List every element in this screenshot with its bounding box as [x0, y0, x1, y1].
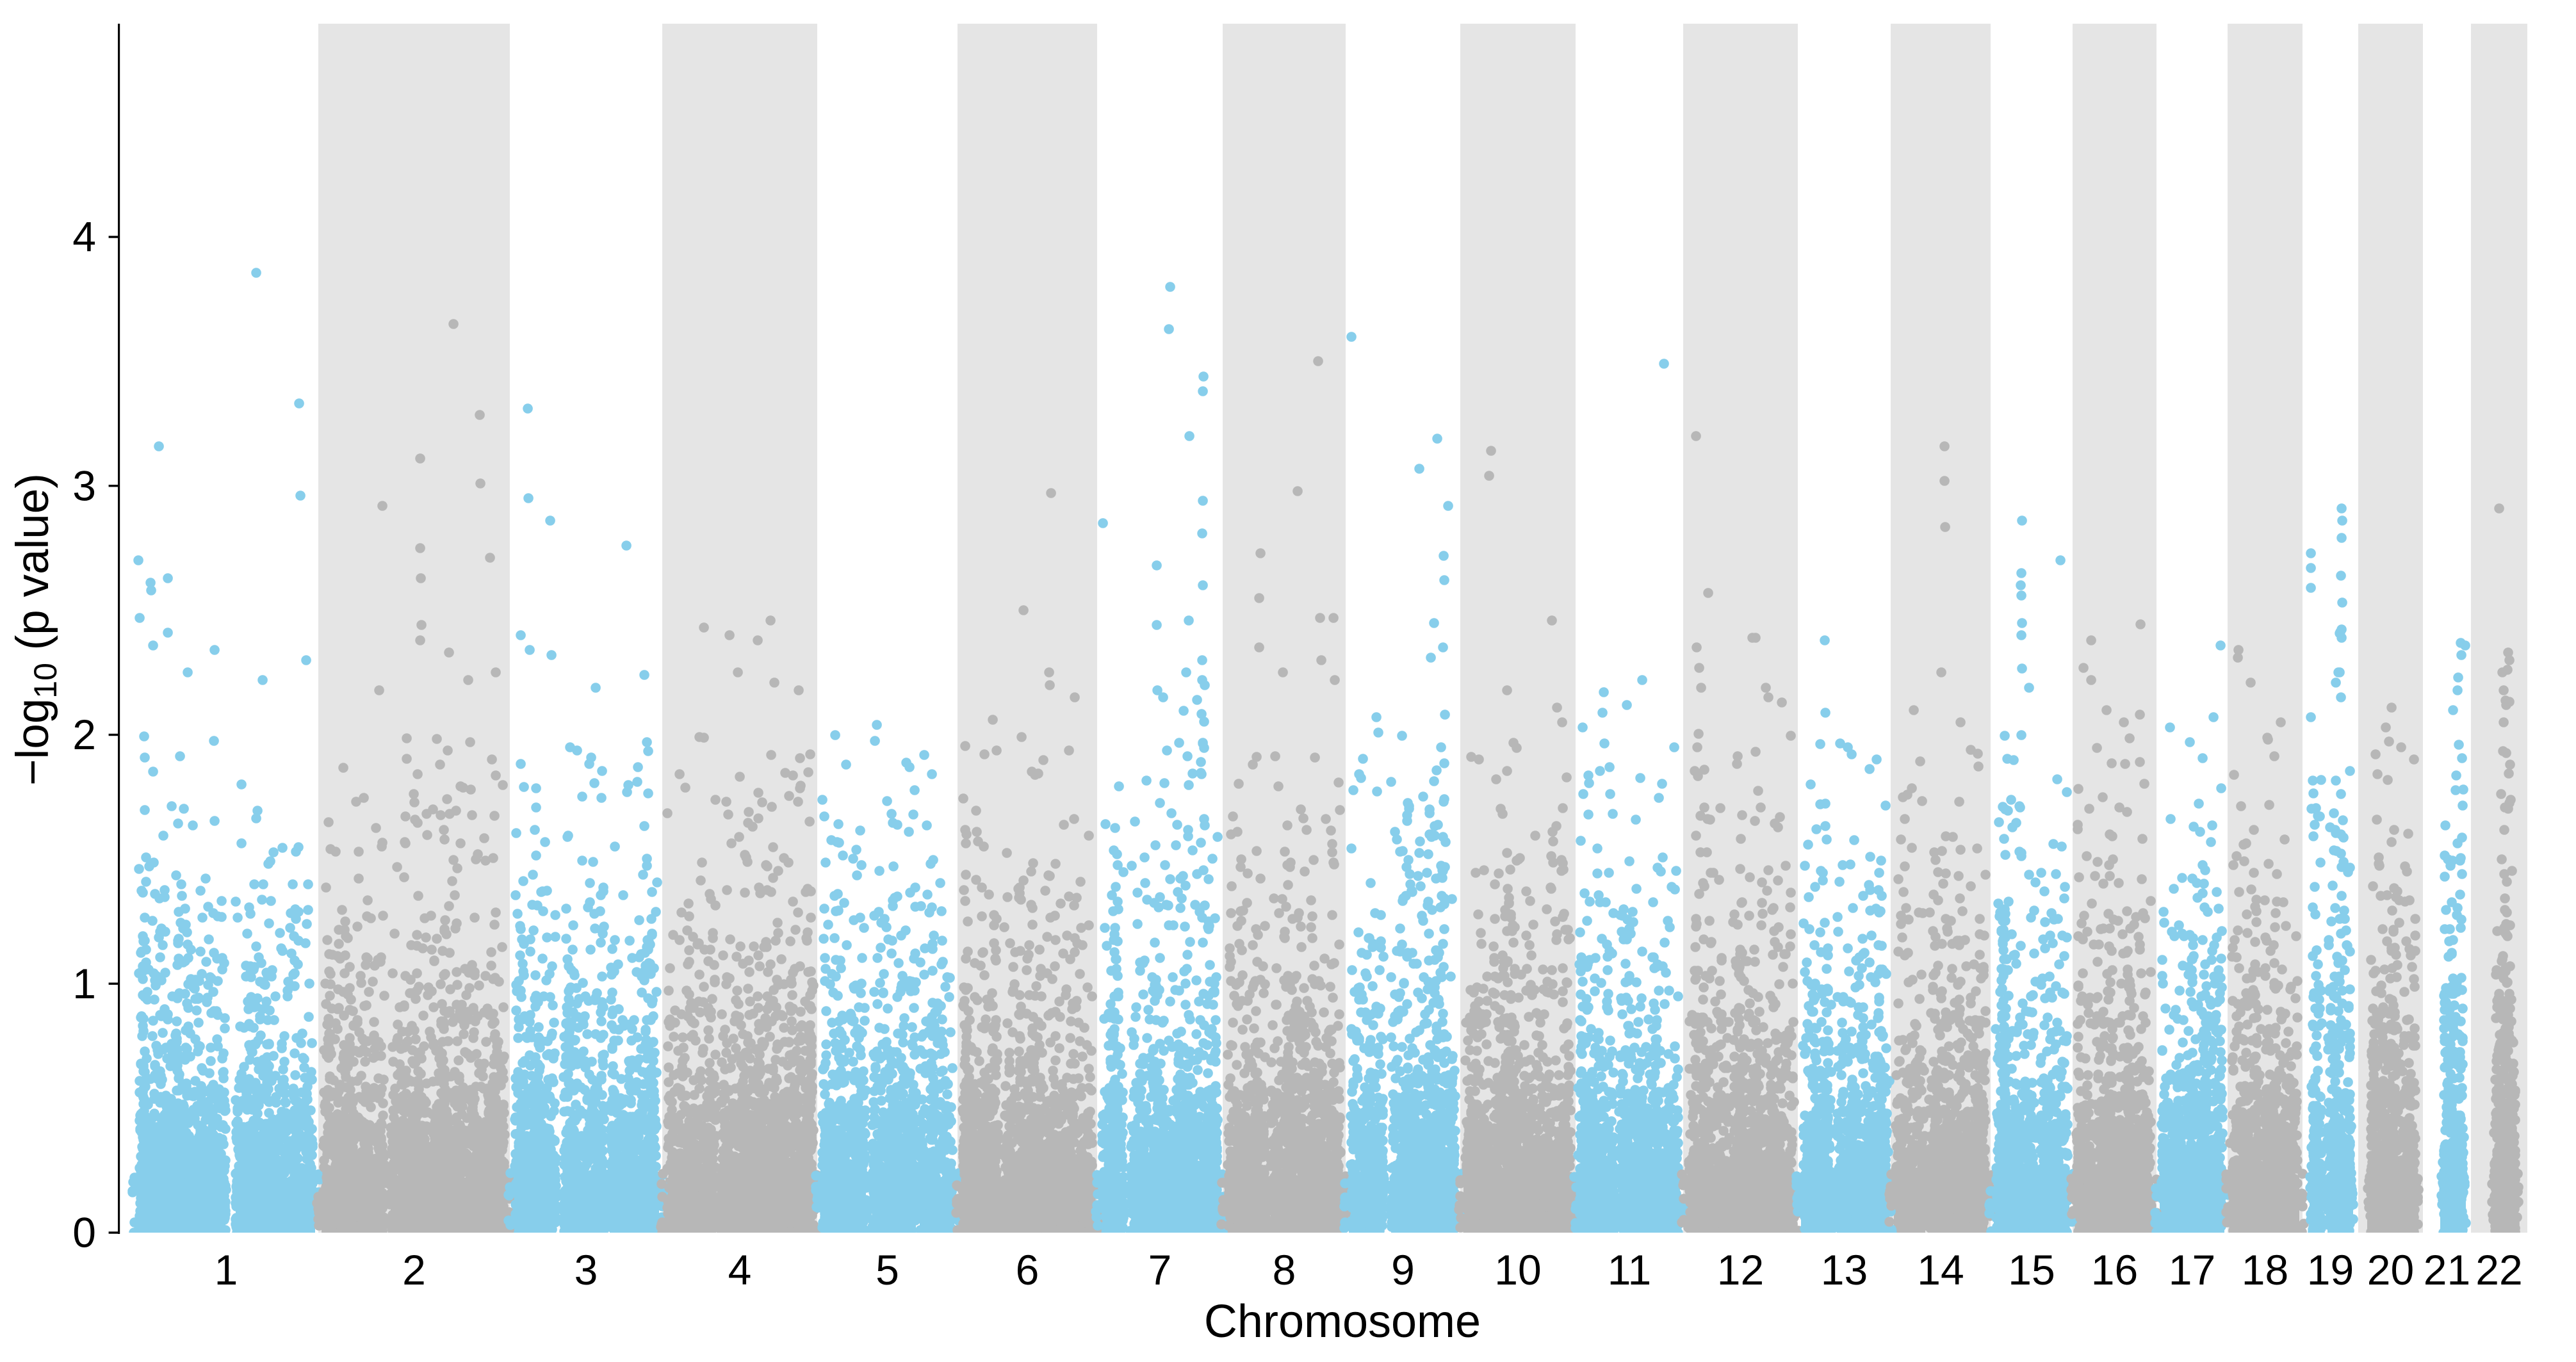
svg-text:11: 11 [1608, 1246, 1652, 1293]
svg-text:21: 21 [2424, 1246, 2470, 1293]
svg-text:13: 13 [1821, 1246, 1868, 1293]
svg-text:14: 14 [1917, 1246, 1964, 1293]
svg-text:5: 5 [876, 1246, 899, 1293]
svg-text:2: 2 [402, 1246, 426, 1293]
svg-text:18: 18 [2242, 1246, 2288, 1293]
svg-text:12: 12 [1717, 1246, 1764, 1293]
svg-text:1: 1 [215, 1246, 238, 1293]
svg-text:9: 9 [1391, 1246, 1415, 1293]
svg-text:16: 16 [2091, 1246, 2138, 1293]
svg-text:2: 2 [72, 711, 96, 758]
svg-text:Chromosome: Chromosome [1204, 1296, 1481, 1347]
svg-text:3: 3 [575, 1246, 598, 1293]
svg-text:6: 6 [1016, 1246, 1039, 1293]
svg-text:8: 8 [1273, 1246, 1296, 1293]
svg-text:22: 22 [2475, 1246, 2522, 1293]
svg-text:4: 4 [728, 1246, 752, 1293]
svg-text:3: 3 [72, 462, 96, 510]
svg-text:19: 19 [2307, 1246, 2354, 1293]
svg-text:1: 1 [72, 960, 96, 1007]
svg-text:15: 15 [2008, 1246, 2055, 1293]
svg-text:10: 10 [1494, 1246, 1541, 1293]
svg-text:17: 17 [2169, 1246, 2215, 1293]
svg-text:7: 7 [1148, 1246, 1172, 1293]
svg-text:0: 0 [72, 1209, 96, 1256]
svg-text:4: 4 [72, 213, 96, 261]
svg-text:−log10 (p value): −log10 (p value) [8, 473, 63, 786]
svg-text:20: 20 [2367, 1246, 2414, 1293]
